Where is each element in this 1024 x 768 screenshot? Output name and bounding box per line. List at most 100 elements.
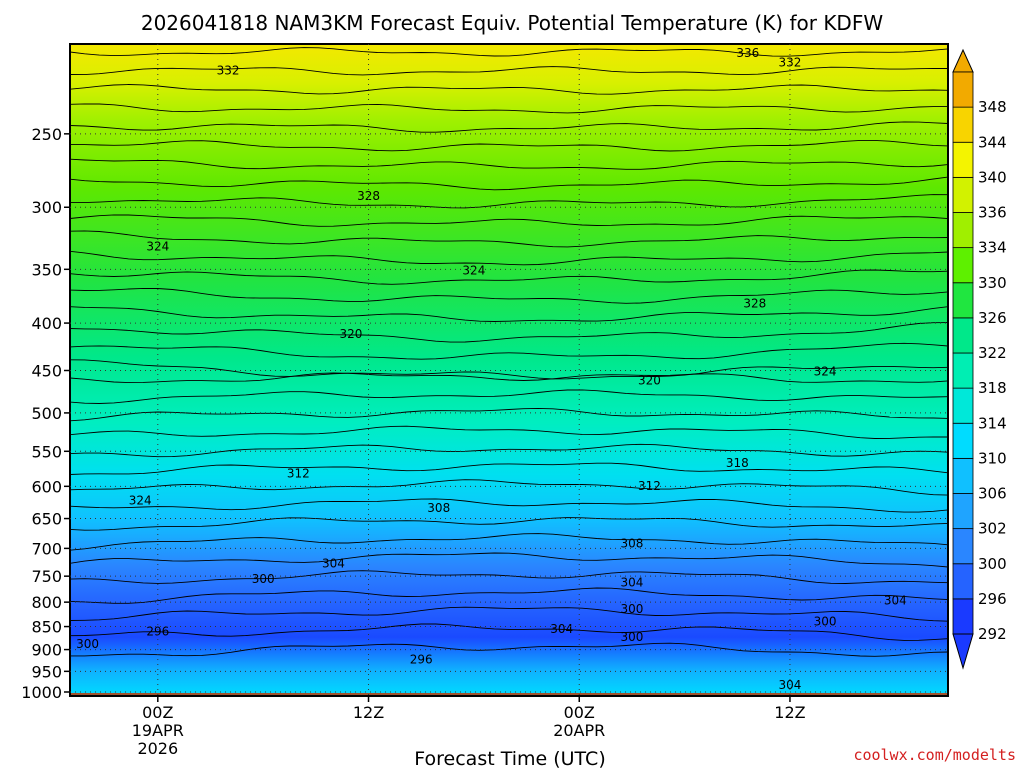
contour-label: 300 [814, 614, 837, 628]
colorbar-label: 336 [978, 204, 1007, 222]
contour-label: 324 [146, 240, 169, 254]
contour-line [70, 322, 948, 343]
contour-line [70, 121, 948, 133]
theta-e-field [70, 44, 948, 696]
ground-strip [70, 692, 948, 696]
colorbar-label: 302 [978, 520, 1007, 538]
y-tick-label: 950 [31, 662, 62, 681]
y-tick-label: 800 [31, 593, 62, 612]
colorbar-swatch [952, 247, 974, 284]
contour-line [70, 230, 948, 248]
y-tick-label: 750 [31, 567, 62, 586]
contour-label: 300 [76, 637, 99, 651]
colorbar-swatch [952, 422, 974, 459]
contour-line [70, 372, 948, 384]
colorbar-swatch [952, 387, 974, 424]
plot-area: 324 332 328 324 336 332 320 328 324 320 318 312 312 3… [69, 43, 949, 697]
y-tick-label: 850 [31, 618, 62, 637]
colorbar-arrow-bottom [952, 633, 974, 670]
contour-label: 300 [620, 602, 643, 616]
contour-line [70, 407, 948, 422]
contour-line [70, 250, 948, 266]
contour-label: 318 [726, 456, 749, 470]
contour-label: 328 [357, 189, 380, 203]
colorbar-label: 344 [978, 133, 1007, 151]
colorbar-swatch [952, 212, 974, 249]
contour-label: 308 [427, 501, 450, 515]
x-axis-label: Forecast Time (UTC) [414, 748, 605, 768]
x-tick-label: 12Z [774, 703, 805, 722]
colorbar-swatch [952, 352, 974, 389]
credit-text: coolwx.com/modelts [853, 746, 1016, 764]
contour-line [70, 623, 948, 641]
contour-label: 324 [814, 364, 837, 378]
contour-label: 324 [462, 263, 485, 277]
contour-label: 308 [620, 537, 643, 551]
colorbar-swatch [952, 71, 974, 108]
y-tick-label: 650 [31, 510, 62, 529]
colorbar-swatch [952, 317, 974, 354]
contour-line [70, 533, 948, 551]
contour-line [70, 425, 948, 439]
contour-label: 312 [638, 479, 661, 493]
y-tick-label: 700 [31, 539, 62, 558]
contour-line [70, 552, 948, 568]
contour-label: 296 [410, 652, 433, 666]
contour-line [70, 479, 948, 496]
contour-label: 312 [287, 467, 310, 481]
contour-label: 332 [217, 63, 240, 77]
contour-label: 304 [884, 594, 907, 608]
contour-line [70, 287, 948, 304]
contour-line [70, 570, 948, 584]
grid [70, 44, 948, 696]
colorbar-swatch [952, 106, 974, 143]
colorbar-label: 310 [978, 449, 1007, 467]
contour-line [70, 606, 948, 622]
y-tick-label: 250 [31, 125, 62, 144]
colorbar-label: 340 [978, 168, 1007, 186]
contour-line [70, 462, 948, 475]
contour-line [70, 176, 948, 191]
colorbar-swatch [952, 457, 974, 494]
colorbar-swatch [952, 563, 974, 600]
y-axis: 250 300 350 400 450 500 550 600 650 700 750 800 850 9… [21, 125, 70, 702]
colorbar-label: 306 [978, 485, 1007, 503]
contour-label: 324 [129, 494, 152, 508]
contour-line [70, 443, 948, 458]
colorbar-label: 330 [978, 274, 1007, 292]
colorbar-arrow-top [952, 48, 974, 73]
contour-line [70, 139, 948, 152]
contour-label: 300 [620, 630, 643, 644]
contour-label: 328 [743, 296, 766, 310]
contour-line [70, 517, 948, 531]
contour-label: 332 [779, 56, 802, 70]
colorbar-label: 334 [978, 239, 1007, 257]
y-tick-label: 1000 [21, 683, 62, 702]
contour-label: 296 [146, 624, 169, 638]
contour-line [70, 66, 948, 76]
contour-line [70, 47, 948, 57]
contour-line [70, 158, 948, 170]
contour-label: 336 [736, 46, 759, 60]
contour-label: 304 [322, 557, 345, 571]
colorbar-label: 292 [978, 625, 1007, 643]
colorbar-label: 314 [978, 414, 1007, 432]
contour-line [70, 214, 948, 227]
y-tick-label: 400 [31, 314, 62, 333]
contour-label: 304 [620, 575, 643, 589]
colorbar-label: 326 [978, 309, 1007, 327]
contour-label: 320 [340, 327, 363, 341]
contour-line [70, 498, 948, 513]
colorbar-swatch [952, 493, 974, 530]
colorbar-label: 322 [978, 344, 1007, 362]
contour-line [70, 587, 948, 604]
contour-line [70, 103, 948, 114]
x-tick-label: 2026 [137, 739, 178, 758]
contour-line [70, 194, 948, 209]
colorbar-label: 296 [978, 590, 1007, 608]
contour-line [70, 359, 948, 380]
x-tick-label: 00Z [142, 703, 173, 722]
colorbar-swatch [952, 176, 974, 213]
